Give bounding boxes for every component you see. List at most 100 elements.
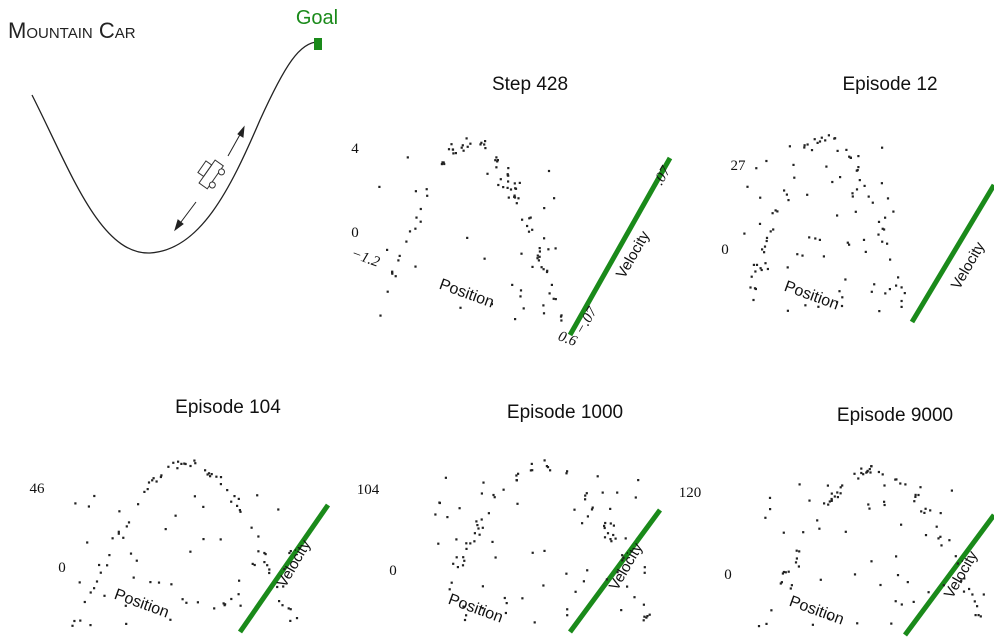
x-max-label: 0.6 [556,329,580,351]
surface-dot [117,532,120,535]
surface-dot [95,580,99,583]
surface-dot [103,594,106,597]
surface-dot [462,149,465,152]
surface-dot [798,483,801,486]
surface-dot [538,255,541,258]
surface-dot [766,267,769,271]
surface-dot [760,268,763,272]
surface-dot [511,283,514,286]
surface-dot [786,266,789,269]
surface-dot [484,140,487,143]
surface-dot [817,305,820,308]
surface-dot [536,254,539,257]
surface-dot [483,257,486,260]
surface-dot [425,188,428,191]
surface-dot [542,312,546,315]
surface-dot [487,512,490,515]
surface-dot [881,146,884,149]
surface-dot [517,472,520,475]
surface-dot [250,526,253,529]
surface-dot [159,475,162,479]
surface-dot [924,507,927,510]
surface-dot [189,550,192,553]
surface-dot [170,583,173,586]
surface-dot [238,509,241,512]
surface-dot [883,228,886,231]
surface-dot [219,538,222,541]
surface-dot [521,218,524,221]
surface-dot [167,465,170,468]
surface-dot [786,309,789,312]
surface-dot [803,146,806,149]
surface-dot [554,298,557,301]
surface-dot [124,604,127,607]
surface-dot [434,513,437,516]
surface-dot [515,479,518,482]
surface-dot [865,471,868,474]
surface-dot [830,492,833,495]
surface-dot [813,138,816,141]
surface-dot [914,495,917,498]
surface-dot [586,515,589,518]
surface-dot [460,146,463,149]
z-max-label: 104 [357,482,380,498]
surface-dot [465,542,468,545]
surface-dot [206,473,209,476]
position-label: Position [437,276,496,311]
surface-dot [798,550,801,553]
surface-dot [566,470,569,473]
surface-dot [219,483,222,486]
surface-dot [870,465,873,468]
surface-dot [806,193,809,196]
surface-dot [406,156,409,159]
mountain-curve [31,41,319,254]
surface-dot [889,258,892,261]
surface-dot [765,622,768,625]
figure-title: Mountain Car [8,18,136,43]
surface-dot [174,514,177,517]
surface-dot [763,245,767,248]
surface-dot [977,614,980,617]
surface-dot [282,585,285,588]
surface-dot [482,481,485,484]
surface-dot [426,194,429,197]
surface-dot [755,263,759,266]
surface-dot [386,248,389,251]
surface-dot [215,475,218,478]
surface-dot [125,525,128,528]
surface-dot [499,178,502,181]
surface-dot [379,314,382,317]
surface-dot [176,467,179,470]
surface-dot [223,604,226,607]
surface-dot [548,292,551,295]
surface-dot [883,484,886,487]
surface-dot [391,270,394,273]
surface-dot [792,163,795,166]
surface-dot [547,248,550,251]
velocity-label: Velocity [613,228,654,282]
surface-dot [542,584,545,587]
surface-dot [968,587,971,591]
surface-dot [295,617,299,620]
surface-dot [900,305,903,308]
surface-dot [612,524,615,527]
surface-dot [538,250,541,253]
surface-dot [268,571,271,575]
surface-dot [443,162,446,166]
surface-dot [202,505,205,508]
surface-dot [465,547,468,550]
surface-dot [455,538,458,541]
z-min-label: 0 [58,560,66,576]
surface-dot [521,597,524,600]
surface-dot [845,148,848,151]
surface-dot [860,467,863,470]
surface-dot [609,507,612,510]
surface-dot [238,579,241,582]
surface-dot [801,254,804,257]
surface-dot [462,605,465,608]
surface-dot [79,619,82,622]
surface-dot [289,608,292,611]
surface-dot [754,270,757,273]
velocity-axis [567,156,673,337]
surface-dot [459,306,462,309]
